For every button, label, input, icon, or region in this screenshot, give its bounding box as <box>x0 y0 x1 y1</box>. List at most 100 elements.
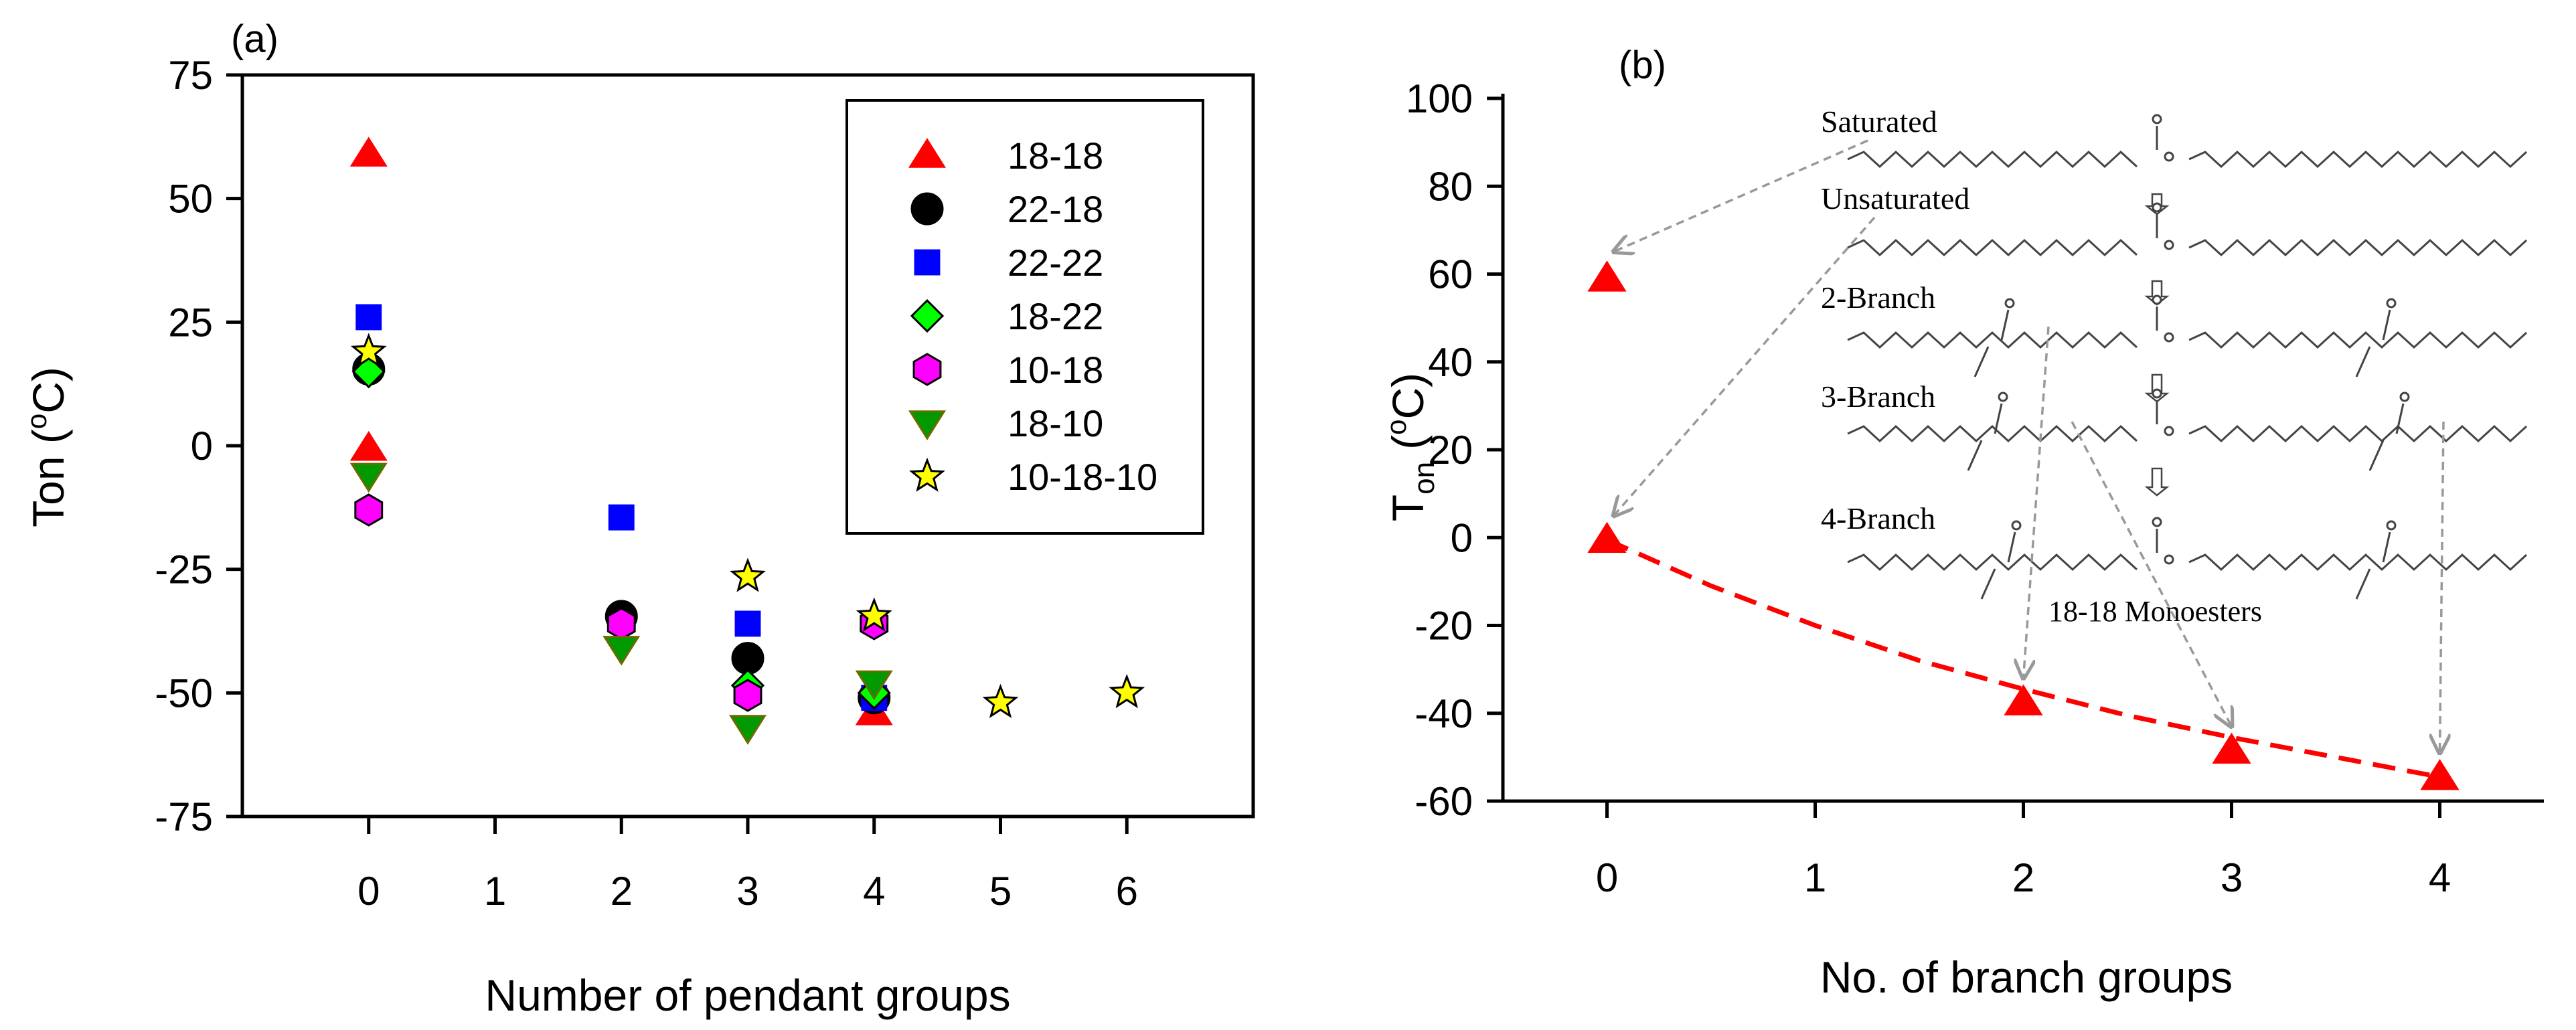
panel-a-y-ticks: 75 50 25 0 -25 -50 -75 <box>155 53 242 839</box>
legend-marker-10-18 <box>912 353 942 386</box>
structure-label: 4-Branch <box>1821 501 1935 535</box>
legend-marker-18-18 <box>908 138 947 168</box>
branch <box>1994 403 2003 434</box>
molecular-structures <box>1847 114 2528 600</box>
x-tick-label: 2 <box>2012 855 2034 900</box>
point-10-18-10 <box>982 683 1019 719</box>
branch-o <box>2004 298 2015 309</box>
branch-o <box>1998 392 2008 402</box>
x-tick-label: 4 <box>2429 855 2451 900</box>
carbonyl-o <box>2152 202 2162 213</box>
y-tick-label: -50 <box>155 671 213 715</box>
point-18-18 <box>349 430 388 461</box>
ester-o <box>2164 151 2174 162</box>
structure-label: Saturated <box>1821 104 1937 139</box>
legend-marker-10-18-10 <box>909 457 945 492</box>
point-10-18 <box>733 679 762 712</box>
annotation-arrow <box>2440 421 2444 753</box>
branch <box>2395 403 2405 434</box>
branch <box>2368 440 2385 471</box>
x-tick-label: 0 <box>357 869 380 914</box>
legend-label: 22-18 <box>1008 188 1103 230</box>
panel-b-x-axis-label: No. of branch groups <box>1820 952 2233 1002</box>
point-22-22 <box>608 504 635 531</box>
y-tick-label: 100 <box>1406 76 1473 121</box>
structure-label: 2-Branch <box>1821 280 1935 315</box>
y-tick-label: 50 <box>168 177 213 222</box>
panel-b-y-axis-label: Ton(oC) <box>1380 373 1441 521</box>
structure-label: Unsaturated <box>1821 181 1969 216</box>
y-tick-label: 0 <box>191 424 213 468</box>
point-10-18-10 <box>1109 674 1145 709</box>
legend-marker-18-10 <box>908 410 947 440</box>
chain <box>2188 424 2528 443</box>
legend-marker-18-22 <box>910 298 945 333</box>
point-10-18 <box>354 493 384 527</box>
annotation-arrow <box>1614 216 1876 516</box>
panel-a-legend: 18-18 22-18 22-22 18-22 10-18 18-10 10-18-10 <box>846 99 1204 535</box>
x-tick-label: 3 <box>2221 855 2243 900</box>
legend-label: 10-18 <box>1008 349 1103 391</box>
reaction-arrow <box>2144 467 2170 497</box>
carbonyl-o <box>2152 388 2162 399</box>
branch <box>1974 346 1990 377</box>
chain <box>1847 150 2138 169</box>
y-tick-label: 75 <box>168 53 213 98</box>
panel-a: (a) 75 50 25 0 -25 -50 -75 0 1 2 3 4 5 6 Number of p… <box>21 17 1255 1020</box>
point-10-18 <box>607 607 636 640</box>
branch <box>2382 531 2391 563</box>
point-10-18-10 <box>856 597 892 632</box>
y-tick-label: -40 <box>1415 691 1473 736</box>
point-18-18 <box>1587 260 1627 292</box>
structure-labels: Saturated Unsaturated 2-Branch 3-Branch 4-Br… <box>1821 104 1969 535</box>
branch <box>1967 440 1983 471</box>
panel-b-label: (b) <box>1619 44 1666 87</box>
reaction-arrow <box>2144 280 2170 306</box>
branch <box>2355 568 2371 600</box>
y-tick-label: 20 <box>1428 428 1473 473</box>
panel-a-label: (a) <box>231 17 278 61</box>
ester-o <box>2164 426 2174 436</box>
annotation-arrows <box>1614 139 2444 753</box>
point-18-10 <box>855 670 893 701</box>
annotation-arrow <box>2071 421 2232 727</box>
structure-caption: 18-18 Monoesters <box>2048 595 2262 628</box>
x-tick-label: 3 <box>736 869 758 914</box>
carbonyl-o <box>2152 517 2162 527</box>
x-tick-label: 0 <box>1596 855 1618 900</box>
point-18-18 <box>2420 759 2460 790</box>
x-tick-label: 6 <box>1116 869 1138 914</box>
panel-b: (b) 100 80 60 40 20 0 -20 -40 -60 0 1 2 3 4 Saturate… <box>1380 44 2544 1002</box>
legend-label: 22-22 <box>1008 242 1103 284</box>
branch <box>2382 309 2391 341</box>
chain <box>2188 238 2528 257</box>
panel-b-points <box>1587 260 2460 790</box>
legend-marker-22-18 <box>910 192 944 226</box>
panel-a-x-axis-label: Number of pendant groups <box>485 970 1010 1020</box>
annotation-arrow <box>2024 326 2050 678</box>
panel-b-y-ticks: 100 80 60 40 20 0 -20 -40 -60 <box>1406 76 1503 824</box>
ester-o <box>2164 240 2174 250</box>
legend-marker-22-22 <box>914 249 941 276</box>
x-tick-label: 1 <box>484 869 506 914</box>
reaction-arrow <box>2144 373 2170 403</box>
branch <box>2007 531 2016 563</box>
ester-o <box>2164 554 2174 565</box>
panel-b-x-ticks: 0 1 2 3 4 <box>1596 801 2451 900</box>
y-tick-label: -75 <box>155 794 213 839</box>
structure-label: 3-Branch <box>1821 379 1935 414</box>
x-tick-label: 4 <box>863 869 885 914</box>
chain <box>2188 150 2528 169</box>
panel-a-y-axis-label: Ton (oC) <box>21 367 73 527</box>
reaction-arrow <box>2144 193 2170 216</box>
x-tick-label: 5 <box>989 869 1012 914</box>
branch-o <box>2386 520 2397 531</box>
point-22-22 <box>734 610 761 637</box>
point-10-18-10 <box>730 557 766 592</box>
point-18-18 <box>349 137 388 167</box>
legend-label: 18-22 <box>1008 295 1103 337</box>
point-18-18 <box>1587 521 1627 553</box>
branch <box>2000 309 2010 341</box>
y-tick-label: 60 <box>1428 252 1473 297</box>
chain <box>1847 424 2138 443</box>
